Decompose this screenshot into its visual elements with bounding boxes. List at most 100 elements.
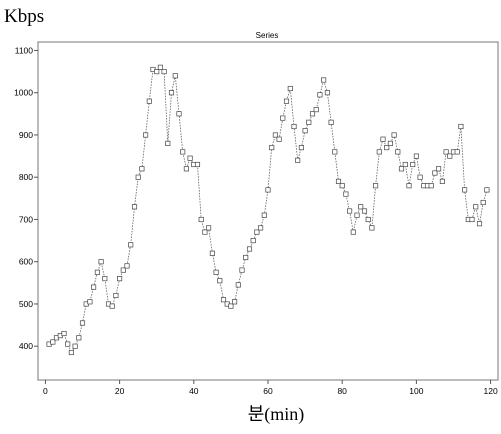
data-point [124,263,130,269]
data-point [321,77,327,83]
data-point [120,267,126,273]
data-point [417,174,423,180]
data-point [180,149,186,155]
data-point [91,284,97,290]
data-point [146,98,152,104]
data-point [172,73,178,79]
data-point [68,349,74,356]
data-point [295,157,301,163]
data-point [365,216,371,223]
data-point [454,149,460,155]
data-point [272,132,278,138]
data-point [280,115,286,121]
data-point [347,208,353,214]
data-point [350,229,356,235]
data-point [309,111,316,117]
data-point [228,303,234,309]
data-point [436,166,442,172]
data-point [384,145,390,151]
data-point [209,250,215,256]
axis-ticks: 400 500 600 700 800 900 1000 1100 0 20 40 60 80 100 12… [14,45,498,396]
data-point [432,170,438,176]
y-tick-label: 400 [19,341,33,351]
data-point [406,183,412,189]
data-point [476,221,483,227]
data-point [61,330,67,337]
x-tick-label: 40 [189,386,199,396]
data-point [117,276,123,282]
data-point [402,161,408,168]
data-point [157,64,163,70]
data-point [306,119,312,125]
data-point [387,140,393,146]
data-point [154,69,160,75]
data-point [258,225,264,231]
x-tick-label: 100 [409,386,423,396]
data-point [187,155,193,161]
data-point [287,85,293,92]
data-point [328,119,334,125]
data-point [109,303,115,309]
y-tick-label: 900 [19,130,33,140]
series-line [48,66,488,354]
data-point [220,297,227,303]
data-point [161,69,167,75]
data-point [473,204,479,210]
data-point [143,132,149,138]
data-point [94,269,100,275]
plot-frame [37,41,499,381]
data-point [480,199,486,206]
data-point [462,187,468,193]
data-point [439,178,445,184]
data-point [361,208,368,214]
data-point [254,229,260,235]
data-point [413,153,419,159]
data-point [380,136,386,142]
data-point [131,204,138,210]
y-axis-label: Kbps [4,6,44,27]
y-tick-label: 1000 [14,88,33,98]
data-point [358,204,364,210]
data-point [239,267,245,273]
x-tick-label: 20 [115,386,125,396]
data-point [135,174,141,180]
y-tick-label: 600 [19,257,33,267]
data-point [87,299,93,305]
data-point [76,335,82,341]
data-point [246,246,253,252]
data-point [428,183,434,189]
data-point [213,269,219,275]
data-point [261,212,267,218]
chart-title: Series [256,31,279,40]
data-point [302,128,308,134]
y-tick-label: 800 [19,172,33,182]
data-point [398,166,405,172]
data-point [317,92,323,98]
x-tick-label: 80 [337,386,347,396]
data-point [176,111,182,117]
data-point [298,145,304,151]
data-point [113,292,119,299]
data-point [198,216,204,223]
data-point [395,149,401,155]
data-point [283,98,290,104]
y-tick-label: 1100 [15,45,34,55]
data-point [458,123,464,130]
data-point [232,299,238,305]
data-point [128,242,134,248]
data-point [168,90,175,96]
data-point [265,187,271,193]
data-point [194,161,201,168]
data-point [50,339,56,345]
data-point [206,225,212,231]
data-point [183,166,189,172]
data-point [391,132,397,138]
data-point [324,90,330,96]
x-axis-label: 분(min) [248,404,305,425]
data-point [339,183,345,189]
data-point [98,259,104,265]
data-point [369,225,375,231]
data-point [165,140,171,146]
data-point [102,276,108,282]
